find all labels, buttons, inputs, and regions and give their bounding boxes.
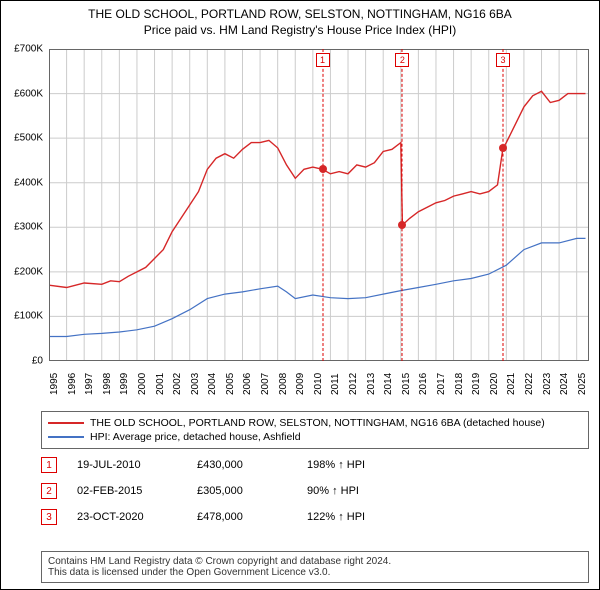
- footer-line2: This data is licensed under the Open Gov…: [48, 567, 582, 578]
- chart-container: THE OLD SCHOOL, PORTLAND ROW, SELSTON, N…: [0, 0, 600, 590]
- sale-vline: [322, 49, 323, 361]
- sale-vline: [402, 49, 403, 361]
- plot-border: [49, 49, 589, 361]
- sale-marker-1: 1: [41, 457, 57, 473]
- sale-marker-box: 2: [395, 53, 409, 67]
- sale-date-2: 02-FEB-2015: [77, 485, 197, 497]
- sale-marker-3: 3: [41, 509, 57, 525]
- legend-item-hpi: HPI: Average price, detached house, Ashf…: [48, 430, 582, 444]
- chart-subtitle: Price paid vs. HM Land Registry's House …: [1, 21, 599, 37]
- plot-area: 1 2 3: [49, 49, 589, 361]
- footer: Contains HM Land Registry data © Crown c…: [41, 551, 589, 583]
- legend-label-hpi: HPI: Average price, detached house, Ashf…: [90, 431, 301, 443]
- sale-marker-box: 1: [316, 53, 330, 67]
- sale-price-2: £305,000: [197, 485, 307, 497]
- sale-dot: [398, 221, 406, 229]
- sale-date-1: 19-JUL-2010: [77, 459, 197, 471]
- legend: THE OLD SCHOOL, PORTLAND ROW, SELSTON, N…: [41, 411, 589, 449]
- sale-hpi-1: 198% ↑ HPI: [307, 459, 427, 471]
- x-axis-labels: 1995199619971998199920002001200220032004…: [49, 365, 589, 405]
- legend-label-property: THE OLD SCHOOL, PORTLAND ROW, SELSTON, N…: [90, 417, 545, 429]
- sale-marker-box: 3: [496, 53, 510, 67]
- y-axis-labels: £0£100K£200K£300K£400K£500K£600K£700K: [1, 49, 47, 361]
- sale-dot: [499, 144, 507, 152]
- chart-title: THE OLD SCHOOL, PORTLAND ROW, SELSTON, N…: [1, 1, 599, 21]
- sale-marker-2: 2: [41, 483, 57, 499]
- sale-hpi-3: 122% ↑ HPI: [307, 511, 427, 523]
- sale-vline: [502, 49, 503, 361]
- sale-price-3: £478,000: [197, 511, 307, 523]
- sale-date-3: 23-OCT-2020: [77, 511, 197, 523]
- sale-row-1: 1 19-JUL-2010 £430,000 198% ↑ HPI: [41, 457, 589, 473]
- footer-line1: Contains HM Land Registry data © Crown c…: [48, 556, 582, 567]
- sale-price-1: £430,000: [197, 459, 307, 471]
- legend-item-property: THE OLD SCHOOL, PORTLAND ROW, SELSTON, N…: [48, 416, 582, 430]
- sale-row-2: 2 02-FEB-2015 £305,000 90% ↑ HPI: [41, 483, 589, 499]
- sale-dot: [319, 165, 327, 173]
- sale-hpi-2: 90% ↑ HPI: [307, 485, 427, 497]
- sale-row-3: 3 23-OCT-2020 £478,000 122% ↑ HPI: [41, 509, 589, 525]
